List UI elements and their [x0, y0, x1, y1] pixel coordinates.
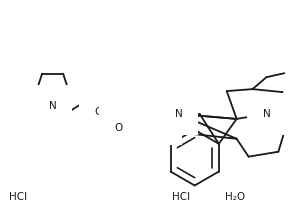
Text: HCl: HCl	[172, 192, 190, 202]
Text: HCl: HCl	[9, 192, 27, 202]
Text: N: N	[262, 109, 270, 119]
Text: O: O	[115, 123, 123, 133]
Text: N: N	[175, 109, 182, 119]
Text: O: O	[94, 107, 102, 117]
Text: N: N	[159, 119, 166, 129]
Text: N: N	[49, 101, 56, 111]
Text: N: N	[129, 133, 137, 143]
Text: H₂O: H₂O	[226, 192, 246, 202]
